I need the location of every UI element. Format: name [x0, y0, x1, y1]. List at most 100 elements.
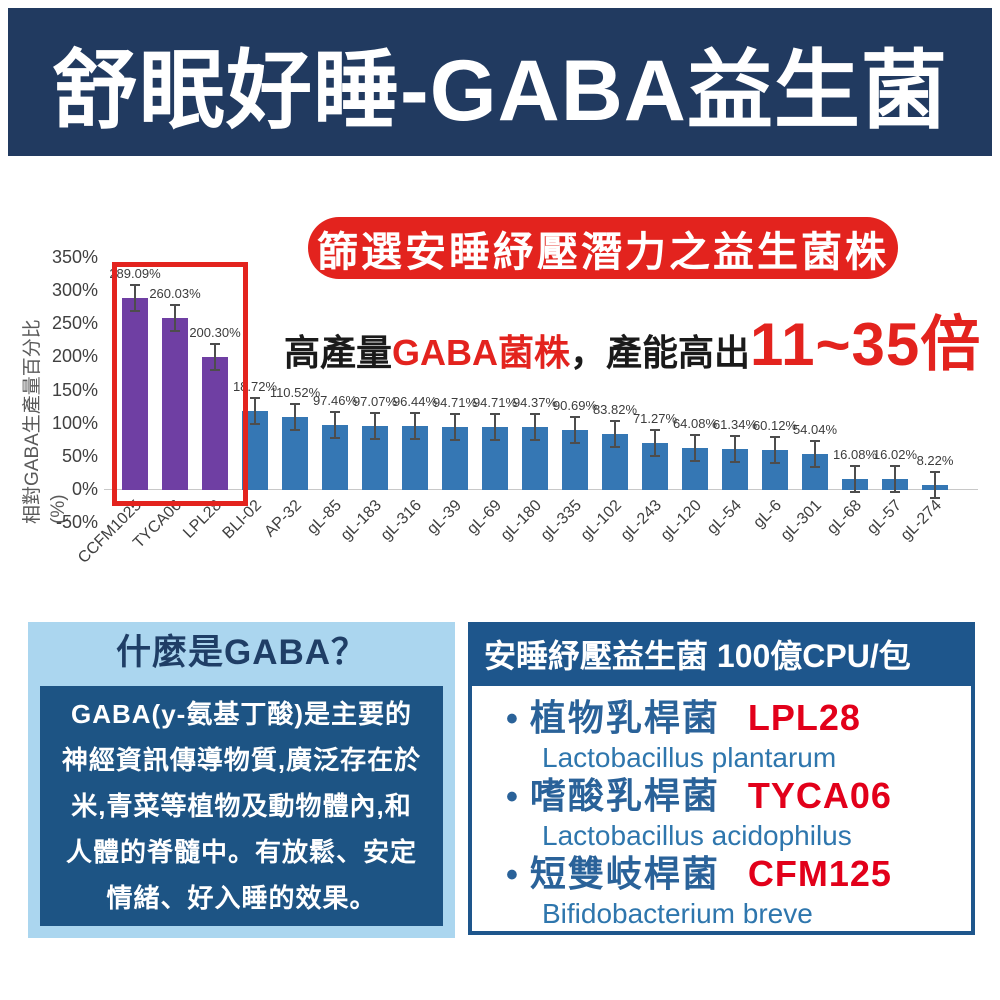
x-tick-label-text: AP-32 [261, 496, 305, 541]
subtitle-gaba-text: GABA菌株 [392, 332, 571, 373]
bar-value-label: 71.27% [632, 410, 678, 426]
error-bar-cap [450, 439, 460, 442]
y-tick-label: 150% [51, 379, 98, 400]
error-bar-cap [890, 465, 900, 468]
what-is-gaba-title: 什麼是GABA？ [115, 633, 368, 672]
error-bar [654, 429, 656, 456]
x-tick-label-text: gL-6 [750, 496, 785, 532]
error-bar-cap [530, 413, 540, 416]
error-bar-cap [370, 437, 380, 440]
x-tick-label-text: gL-68 [823, 496, 865, 538]
error-bar-cap [930, 470, 940, 473]
bar-value-label: 94.71% [472, 395, 518, 411]
error-bar [894, 466, 896, 493]
error-bar-cap [170, 329, 180, 332]
error-bar [694, 434, 696, 461]
x-tick-label-text: gL-180 [497, 496, 545, 545]
error-bar [174, 304, 176, 331]
bar-value-label: 16.08% [832, 447, 878, 463]
bar [162, 317, 188, 490]
error-bar-cap [890, 491, 900, 494]
error-bar-cap [850, 465, 860, 468]
error-bar [214, 344, 216, 371]
highlight-box [112, 262, 248, 506]
error-bar [374, 412, 376, 439]
latin-name: Bifidobacterium breve [542, 898, 813, 929]
error-bar-cap [610, 420, 620, 423]
error-bar [414, 413, 416, 440]
error-bar [134, 285, 136, 312]
bullet-icon: • [506, 700, 518, 738]
product-box: 安睡紓壓益生菌 100億CPU/包 • 植物乳桿菌 LPL28 Lactobac… [468, 622, 975, 935]
error-bar [614, 421, 616, 448]
probiotic-item: • 植物乳桿菌 LPL28 Lactobacillus plantarum [506, 696, 971, 774]
error-bar [574, 416, 576, 443]
error-bar-cap [730, 435, 740, 438]
y-tick-label: 0% [71, 479, 98, 499]
subtitle-text-1: 高產量 [284, 332, 393, 373]
probiotic-row: • 植物乳桿菌 LPL28 [506, 696, 971, 741]
y-tick-label: 250% [51, 313, 98, 334]
x-tick-label-text: gL-120 [657, 496, 705, 545]
error-bar-cap [490, 413, 500, 416]
bar-chart: 相對GABA生產量百分比 (%) 350% 300% 250% 200% 150% 100%… [22, 247, 978, 567]
description-line: GABA(y-氨基丁酸)是主要的 [71, 699, 412, 729]
error-bar-cap [250, 397, 260, 400]
error-bar-cap [250, 423, 260, 426]
error-bar-cap [570, 415, 580, 418]
bar-value-label: 83.82% [592, 402, 638, 418]
x-tick-label-text: gL-335 [537, 496, 585, 545]
probiotic-row: • 短雙岐桿菌 CFM125 [506, 852, 971, 897]
bar-value-label: 289.09% [109, 266, 161, 282]
error-bar-cap [410, 412, 420, 415]
error-bar-cap [570, 441, 580, 444]
error-bar [934, 471, 936, 498]
probiotic-list: • 植物乳桿菌 LPL28 Lactobacillus plantarum • … [472, 686, 971, 930]
chart-banner-label: 篩選安睡紓壓潛力之益生菌株 [317, 229, 889, 275]
bar [202, 357, 228, 490]
probiotic-name: 嗜酸乳桿菌 [529, 775, 720, 816]
strain-code: CFM125 [747, 853, 892, 894]
y-tick-label: -50% [55, 512, 98, 533]
error-bar [294, 403, 296, 430]
x-tick-label-text: gL-39 [423, 496, 465, 538]
error-bar-cap [730, 461, 740, 464]
error-bar [254, 398, 256, 425]
error-bar-cap [650, 428, 660, 431]
x-tick-label-text: gL-243 [617, 496, 665, 545]
error-bar-cap [810, 466, 820, 469]
subtitle-highlight: 11~35倍 [750, 311, 982, 378]
error-bar-cap [690, 459, 700, 462]
bar-value-label: 200.30% [189, 325, 241, 341]
chart-subtitle: 高產量 GABA菌株 ，產能高出 11~35倍 [284, 296, 981, 383]
error-bar [334, 412, 336, 439]
error-bar-cap [210, 369, 220, 372]
error-bar-cap [690, 433, 700, 436]
strain-code: TYCA06 [747, 775, 892, 816]
bar-value-label: 97.46% [312, 393, 358, 409]
error-bar-cap [330, 437, 340, 440]
y-tick-label: 200% [51, 346, 98, 367]
x-tick-label-text: gL-102 [577, 496, 625, 545]
probiotic-name: 植物乳桿菌 [529, 697, 720, 738]
y-tick-label: 50% [61, 445, 98, 466]
bar-value-label: 94.71% [432, 395, 478, 411]
y-tick-label: 100% [51, 412, 98, 433]
error-bar-cap [130, 284, 140, 287]
bar-value-label: 96.44% [392, 394, 438, 410]
error-bar-cap [610, 446, 620, 449]
gaba-description: GABA(y-氨基丁酸)是主要的 神經資訊傳導物質,廣泛存在於 米,青菜等植物及… [40, 686, 443, 926]
x-tick-label-text: gL-316 [377, 496, 425, 545]
error-bar-cap [930, 496, 940, 499]
bar-value-label: 8.22% [916, 452, 954, 468]
error-bar-cap [770, 436, 780, 439]
error-bar-cap [130, 310, 140, 313]
error-bar-cap [650, 454, 660, 457]
probiotic-item: • 短雙岐桿菌 CFM125 Bifidobacterium breve [506, 852, 971, 930]
error-bar-cap [210, 343, 220, 346]
error-bar-cap [410, 438, 420, 441]
error-bar-cap [370, 411, 380, 414]
error-bar-cap [770, 462, 780, 465]
what-is-gaba-box: 什麼是GABA？ GABA(y-氨基丁酸)是主要的 神經資訊傳導物質,廣泛存在於… [28, 622, 455, 938]
